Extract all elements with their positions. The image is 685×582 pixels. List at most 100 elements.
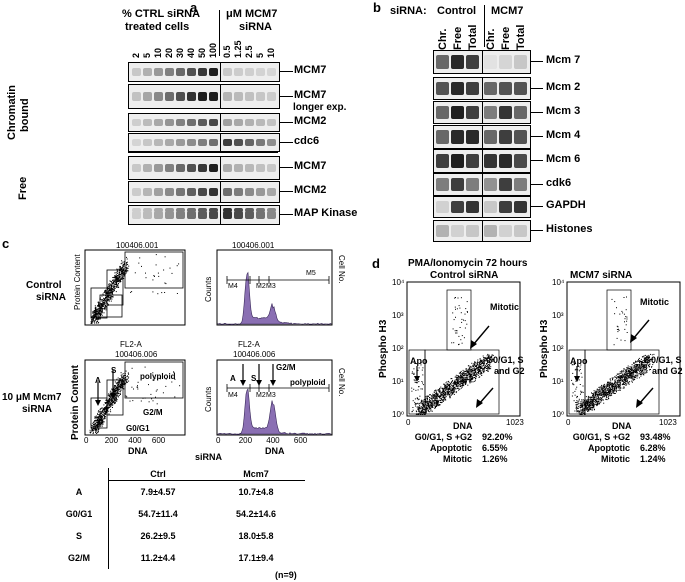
scatter-dot xyxy=(93,421,95,423)
scatter-dot xyxy=(644,362,646,364)
scatter-dot xyxy=(116,276,118,278)
scatter-dot xyxy=(110,403,112,405)
scatter-dot xyxy=(626,374,628,376)
scatter-dot xyxy=(113,391,115,393)
lane-label-b: Total xyxy=(515,24,527,50)
scatter-dot xyxy=(591,399,593,401)
scatter-dot xyxy=(484,360,485,362)
scatter-dot xyxy=(101,306,102,308)
scatter-dot xyxy=(445,392,447,394)
scatter-dot xyxy=(155,264,157,266)
scatter-dot xyxy=(630,376,632,378)
blot-band xyxy=(267,91,276,102)
panel-a-header-divider xyxy=(219,10,220,56)
scatter-dot xyxy=(120,273,121,275)
scatter-dot xyxy=(631,377,633,379)
scatter-dot xyxy=(581,406,583,408)
panel-b-header-divider xyxy=(484,5,485,47)
scatter-dot xyxy=(112,401,114,403)
scatter-dot xyxy=(442,395,444,397)
scatter-dot xyxy=(467,384,469,386)
scatter-dot xyxy=(92,315,94,317)
scatter-dot xyxy=(420,364,422,366)
scatter-dot xyxy=(117,396,119,398)
scatter-dot xyxy=(452,391,454,393)
scatter-dot xyxy=(594,397,596,398)
scatter-dot xyxy=(634,364,636,366)
scatter-dot xyxy=(591,407,593,409)
scatter-dot xyxy=(418,386,420,388)
scatter-dot xyxy=(119,266,121,268)
scatter-dot xyxy=(575,405,577,407)
scatter-dot xyxy=(580,372,582,374)
scatter-dot xyxy=(415,382,417,383)
scatter-dot xyxy=(472,367,474,369)
scatter-dot xyxy=(122,375,124,377)
blot-pointer xyxy=(531,87,543,89)
scatter-dot xyxy=(95,310,97,312)
scatter-dot xyxy=(601,392,603,394)
scatter-dot xyxy=(571,379,573,381)
scatter-dot xyxy=(631,375,633,377)
scatter-dot xyxy=(116,396,118,398)
scatter-dot xyxy=(91,321,93,323)
scatter-dot xyxy=(119,390,121,392)
scatter-dot xyxy=(608,393,610,395)
scatter-dot xyxy=(641,361,643,363)
scatter-dot xyxy=(606,392,608,394)
scatter-dot xyxy=(609,393,610,395)
scatter-dot xyxy=(114,399,116,400)
scatter-dot xyxy=(487,365,489,367)
scatter-dot xyxy=(422,409,424,410)
scatter-dot xyxy=(100,298,102,300)
scatter-dot xyxy=(434,394,436,396)
scatter-dot xyxy=(100,307,102,309)
scatter-dot xyxy=(638,364,640,366)
scatter-dot xyxy=(97,426,98,428)
scatter-dot xyxy=(635,366,637,367)
scatter-dot xyxy=(111,284,112,286)
scatter-dot xyxy=(127,375,128,377)
scatter-dot xyxy=(110,403,112,405)
scatter-dot xyxy=(448,392,450,393)
scatter-dot xyxy=(461,381,463,383)
scatter-dot xyxy=(646,357,648,359)
panel-d-title-right: MCM7 siRNA xyxy=(570,270,633,281)
scatter-dot xyxy=(126,396,128,398)
scatter-dot xyxy=(103,404,105,406)
scatter-dot xyxy=(621,377,623,378)
scatter-dot xyxy=(445,384,447,386)
scatter-dot xyxy=(647,356,649,358)
scatter-dot xyxy=(97,431,99,433)
scatter-dot xyxy=(97,419,99,421)
scatter-dot xyxy=(445,384,447,386)
scatter-dot xyxy=(476,363,478,365)
scatter-dot xyxy=(96,312,98,314)
lane-label-mcm7: 2.5 xyxy=(244,45,254,58)
scatter-dot xyxy=(458,380,460,382)
scatter-dot xyxy=(91,425,93,427)
scatter-dot xyxy=(461,386,463,388)
scatter-dot xyxy=(109,395,111,397)
scatter-dot xyxy=(102,419,104,421)
scatter-dot xyxy=(634,378,636,380)
scatter-dot xyxy=(641,366,642,368)
scatter-dot xyxy=(413,388,415,390)
scatter-dot xyxy=(582,407,584,409)
scatter-dot xyxy=(583,409,585,410)
scatter-dot xyxy=(599,388,600,390)
blot-divider xyxy=(220,63,221,81)
scatter-dot xyxy=(97,301,99,303)
scatter-dot xyxy=(477,362,479,363)
scatter-dot xyxy=(576,397,578,399)
scatter-dot xyxy=(462,373,464,375)
scatter-dot xyxy=(622,376,624,378)
scatter-dot xyxy=(463,319,464,321)
scatter-dot xyxy=(425,408,427,410)
scatter-dot xyxy=(597,402,599,404)
scatter-dot xyxy=(148,384,149,386)
panel-a-header-ctrl2: treated cells xyxy=(125,21,190,33)
scatter-dot xyxy=(433,403,435,405)
scatter-dot xyxy=(421,399,423,401)
scatter-dot xyxy=(473,371,475,373)
